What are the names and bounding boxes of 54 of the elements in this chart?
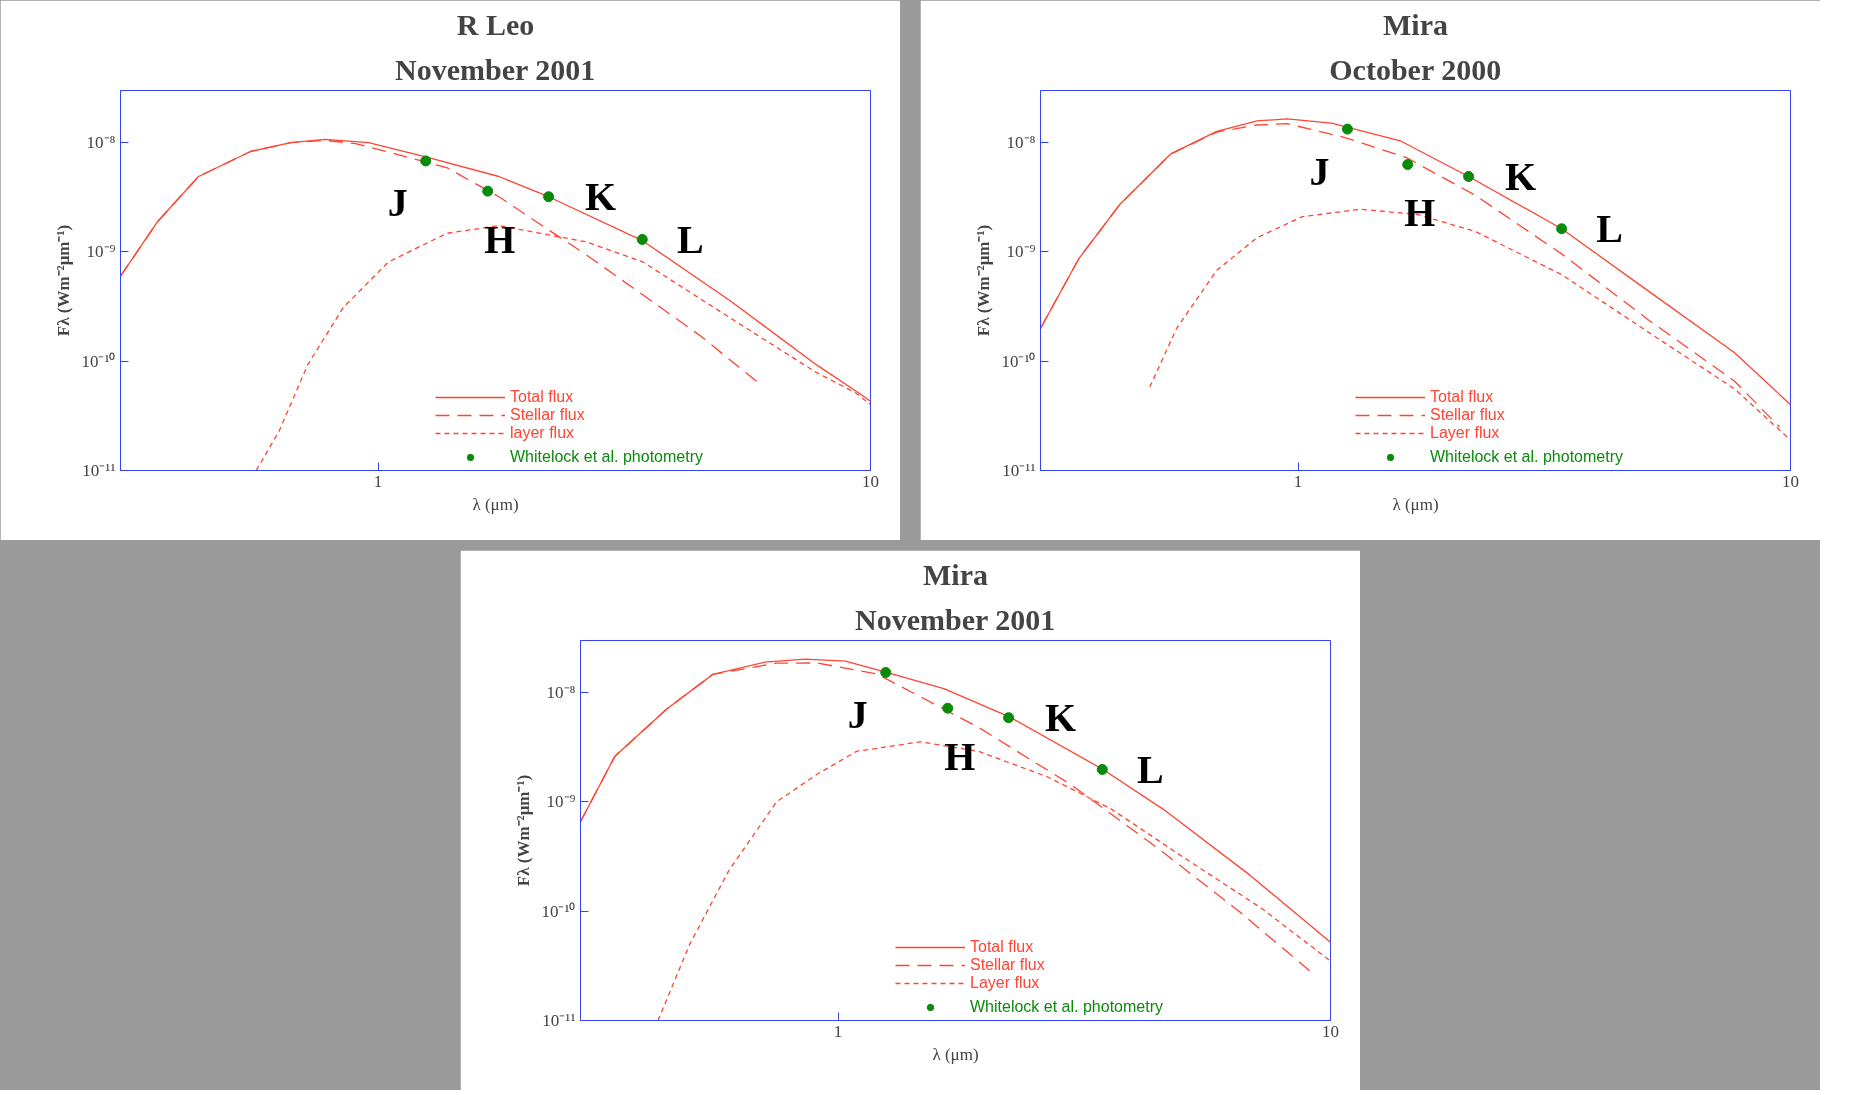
annotation: H: [944, 733, 976, 779]
y-tick-label: 10⁻⁹: [1006, 242, 1036, 262]
x-axis-title: λ (μm): [932, 1044, 979, 1064]
y-axis-title: Fλ (Wm⁻²μm⁻¹): [54, 224, 74, 337]
y-tick-label: 10⁻¹⁰: [541, 901, 576, 921]
legend-label: Stellar flux: [1430, 406, 1505, 424]
y-tick-label: 10⁻¹⁰: [81, 351, 116, 371]
annotation: K: [1505, 154, 1537, 199]
annotation: J: [387, 180, 408, 226]
y-tick-label: 10⁻¹⁰: [1001, 351, 1036, 371]
legend-label: Total flux: [1430, 388, 1494, 406]
y-tick-label: 10⁻¹¹: [542, 1011, 576, 1030]
legend-label: Total flux: [510, 388, 574, 406]
y-axis-title: Fλ (Wm⁻²μm⁻¹): [514, 774, 534, 887]
chart-title: Mira: [1383, 7, 1448, 41]
x-axis-title: λ (μm): [1392, 494, 1439, 514]
legend-label: Stellar flux: [510, 406, 585, 424]
y-tick-label: 10⁻⁹: [546, 792, 576, 812]
y-tick-label: 10⁻⁸: [86, 133, 116, 153]
x-tick-label: 10: [862, 471, 879, 491]
legend-label: layer flux: [510, 424, 575, 442]
y-tick-label: 10⁻¹¹: [1002, 461, 1036, 480]
y-tick-label: 10⁻¹¹: [82, 461, 116, 480]
legend-label: Whitelock et al. photometry: [970, 998, 1163, 1016]
legend-label: Total flux: [970, 938, 1034, 956]
x-tick-label: 1: [373, 471, 383, 491]
annotation: J: [847, 691, 868, 737]
chart-subtitle: November 2001: [855, 602, 1056, 636]
x-tick-label: 10: [1322, 1021, 1339, 1041]
annotation: H: [1404, 190, 1436, 236]
chart-subtitle: October 2000: [1329, 52, 1502, 86]
x-axis-title: λ (μm): [472, 494, 519, 514]
chart-subtitle: November 2001: [395, 52, 596, 86]
x-tick-label: 1: [833, 1021, 843, 1041]
annotation: L: [676, 216, 704, 262]
annotation: J: [1309, 148, 1330, 194]
x-tick-label: 1: [1293, 471, 1303, 491]
annotation: K: [1045, 695, 1077, 741]
annotation: H: [484, 216, 516, 262]
chart-title: Mira: [923, 557, 988, 591]
legend-label: Whitelock et al. photometry: [510, 448, 703, 466]
legend-label: Stellar flux: [970, 956, 1045, 974]
annotation: K: [585, 174, 617, 220]
x-tick-label: 10: [1782, 471, 1799, 491]
y-axis-title: Fλ (Wm⁻²μm⁻¹): [974, 224, 994, 337]
legend-label: Layer flux: [1430, 424, 1500, 442]
legend-label: Whitelock et al. photometry: [1430, 448, 1623, 466]
annotation: L: [1596, 206, 1623, 252]
y-tick-label: 10⁻⁸: [1006, 133, 1036, 153]
annotation: L: [1136, 747, 1164, 793]
y-tick-label: 10⁻⁹: [86, 242, 116, 262]
legend-label: Layer flux: [970, 974, 1040, 992]
y-tick-label: 10⁻⁸: [546, 683, 576, 703]
chart-title: R Leo: [456, 7, 535, 41]
